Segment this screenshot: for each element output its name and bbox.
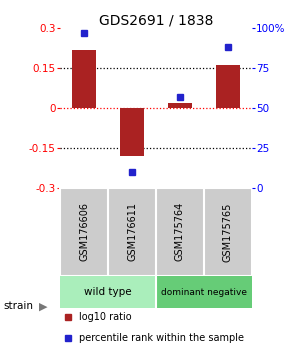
- Title: GDS2691 / 1838: GDS2691 / 1838: [99, 13, 213, 27]
- Text: wild type: wild type: [84, 287, 132, 297]
- Text: dominant negative: dominant negative: [161, 287, 247, 297]
- Text: ▶: ▶: [39, 301, 47, 311]
- Bar: [60, 276, 156, 308]
- Text: GSM175764: GSM175764: [175, 202, 185, 262]
- Text: percentile rank within the sample: percentile rank within the sample: [79, 333, 244, 343]
- Text: log10 ratio: log10 ratio: [79, 312, 132, 321]
- Bar: [120, 108, 144, 156]
- Text: GSM176611: GSM176611: [127, 202, 137, 261]
- Bar: [72, 50, 96, 108]
- Bar: [216, 65, 240, 108]
- Text: GSM176606: GSM176606: [79, 202, 89, 261]
- Bar: [168, 103, 192, 108]
- Bar: [156, 276, 252, 308]
- Text: GSM175765: GSM175765: [223, 202, 233, 262]
- Text: strain: strain: [3, 301, 33, 311]
